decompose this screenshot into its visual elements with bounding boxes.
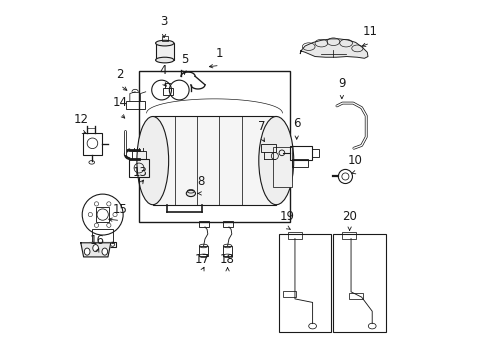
Bar <box>261 144 275 153</box>
Text: 20: 20 <box>342 210 356 223</box>
Text: 12: 12 <box>74 113 89 126</box>
Text: 19: 19 <box>280 210 294 223</box>
Bar <box>83 133 102 154</box>
Text: 15: 15 <box>113 203 127 216</box>
Bar <box>131 151 145 159</box>
Bar <box>155 43 174 60</box>
Text: 11: 11 <box>362 25 377 38</box>
Bar <box>348 293 362 299</box>
Ellipse shape <box>186 190 195 197</box>
Polygon shape <box>81 243 111 257</box>
Bar <box>89 242 116 247</box>
Bar <box>333 234 385 332</box>
Bar <box>152 117 276 205</box>
Ellipse shape <box>258 117 293 205</box>
Bar <box>162 36 167 41</box>
Bar <box>199 246 207 256</box>
Text: 1: 1 <box>216 48 223 60</box>
Text: 2: 2 <box>116 68 124 81</box>
Text: 13: 13 <box>133 166 147 179</box>
Text: 16: 16 <box>89 234 104 247</box>
Bar <box>163 88 172 95</box>
Bar <box>139 71 290 222</box>
Bar <box>222 221 232 227</box>
Ellipse shape <box>84 248 90 255</box>
Text: 14: 14 <box>113 96 127 109</box>
Text: 7: 7 <box>258 120 265 133</box>
Text: 18: 18 <box>220 253 235 266</box>
Bar <box>311 149 319 157</box>
Bar <box>289 146 311 159</box>
Bar <box>198 221 208 227</box>
Bar <box>283 291 295 297</box>
Ellipse shape <box>155 40 174 46</box>
Text: 10: 10 <box>347 154 362 167</box>
Bar <box>223 246 231 256</box>
Bar <box>96 207 109 222</box>
Bar <box>287 232 302 239</box>
Text: 17: 17 <box>194 253 209 266</box>
Bar <box>126 101 144 109</box>
Bar <box>128 159 149 177</box>
Bar <box>292 159 308 167</box>
Text: 5: 5 <box>181 53 188 66</box>
Text: 6: 6 <box>292 117 300 130</box>
Bar <box>272 147 291 187</box>
Polygon shape <box>300 39 367 58</box>
Text: 8: 8 <box>197 175 204 189</box>
Bar <box>279 234 330 332</box>
Ellipse shape <box>93 244 98 252</box>
Text: 3: 3 <box>160 15 167 28</box>
Ellipse shape <box>137 117 168 205</box>
Ellipse shape <box>155 57 174 63</box>
Bar <box>92 229 113 243</box>
Text: 9: 9 <box>337 77 345 90</box>
Bar <box>342 232 356 239</box>
Text: 4: 4 <box>159 64 166 77</box>
Ellipse shape <box>102 248 107 255</box>
